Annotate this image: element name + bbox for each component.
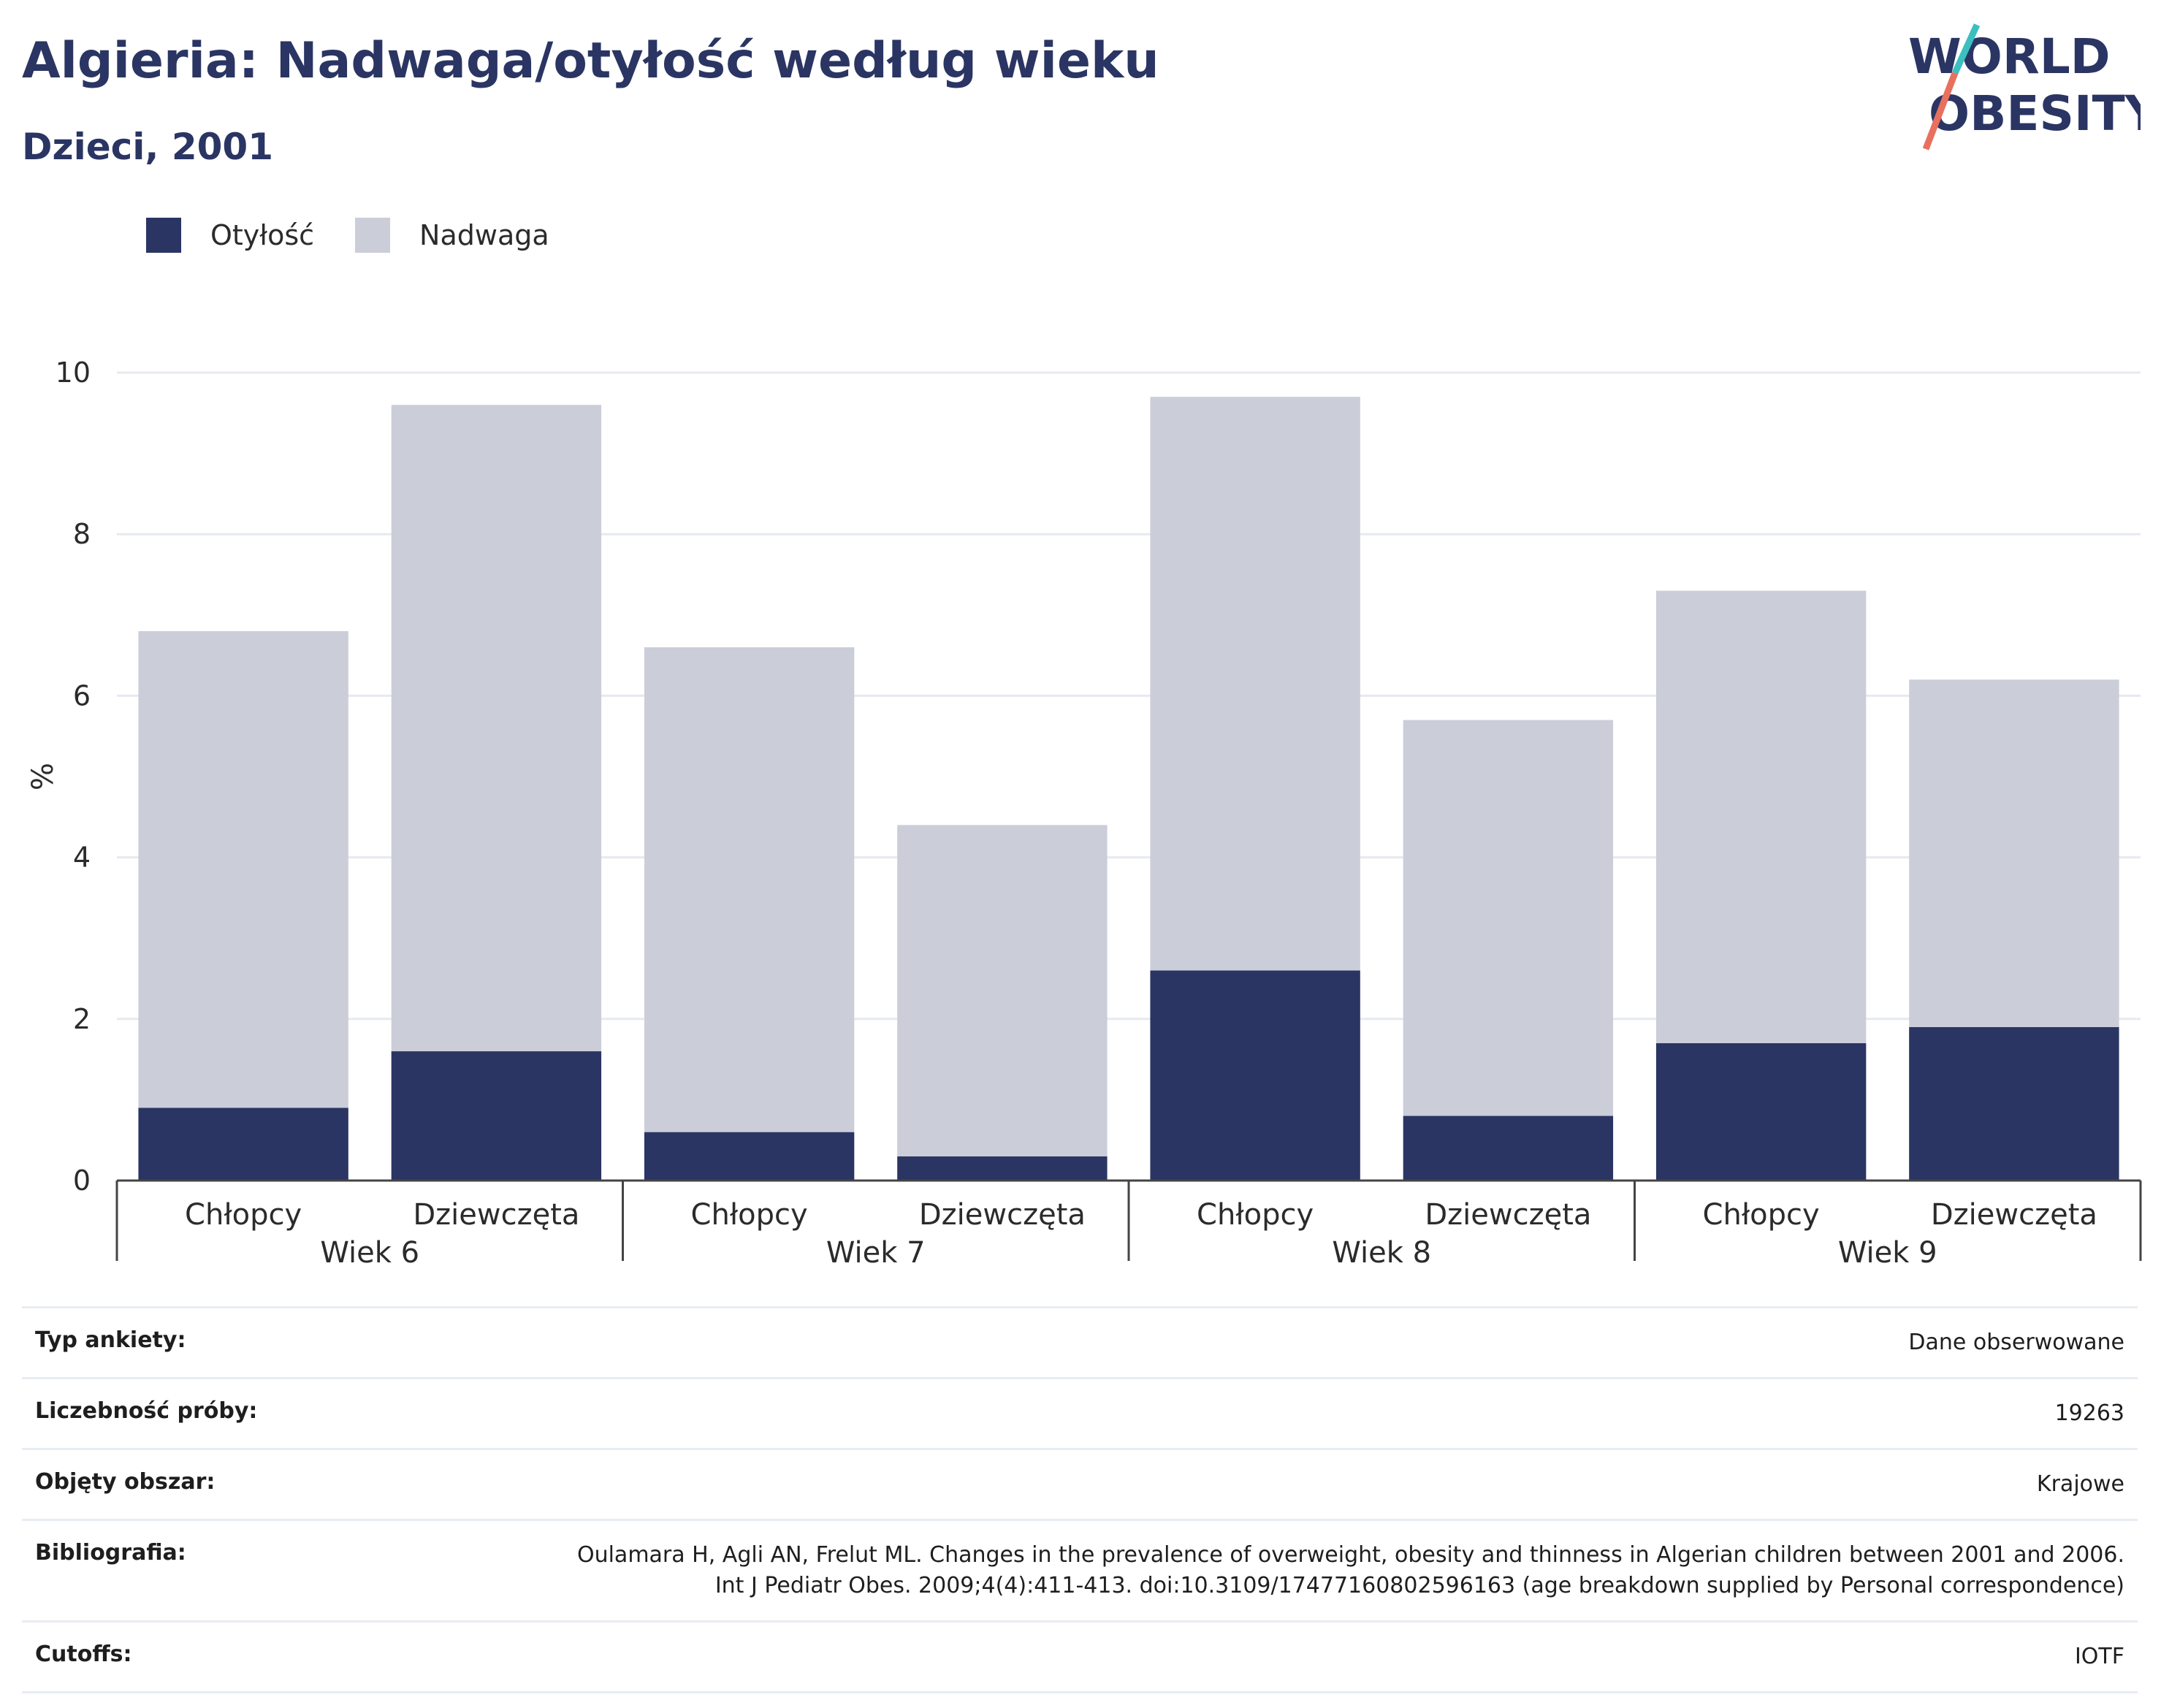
stacked-bar-chart: 0 2 4 6 8 10% Chłopcy Dziewczęta Chłopcy Dziewczę…	[26, 357, 2142, 1270]
meta-key: Cutoffs:	[35, 1642, 132, 1667]
meta-row-bibliography: Bibliografia: Oulamara H, Agli AN, Frelu…	[22, 1519, 2138, 1620]
bar-obesity	[897, 1156, 1108, 1181]
x-group-label: Wiek 7	[826, 1236, 926, 1270]
chart-subtitle: Dzieci, 2001	[22, 126, 273, 168]
bar-overweight	[391, 405, 602, 1052]
bar-overweight	[1403, 720, 1614, 1116]
meta-value: Dane obserwowane	[1908, 1330, 2124, 1355]
meta-row-survey-type: Typ ankiety: Dane obserwowane	[22, 1306, 2138, 1377]
bar-overweight	[1909, 679, 2119, 1027]
legend-item-obesity[interactable]: Otyłość	[146, 218, 314, 253]
logo-slash-teal	[1951, 23, 1981, 75]
world-obesity-logo: WORLD OBESITY	[1908, 23, 2141, 150]
bar-obesity	[138, 1107, 348, 1181]
x-category-label: Chłopcy	[185, 1198, 302, 1232]
x-category-label: Chłopcy	[691, 1198, 808, 1232]
x-group-label: Wiek 8	[1332, 1236, 1431, 1270]
x-category-label: Dziewczęta	[1931, 1198, 2097, 1232]
bar-obesity	[1909, 1026, 2119, 1181]
legend-swatch-overweight	[355, 218, 391, 253]
x-category-label: Chłopcy	[1703, 1198, 1820, 1232]
x-group-label: Wiek 6	[320, 1236, 419, 1270]
bar-obesity	[644, 1132, 855, 1181]
x-category-label: Dziewczęta	[1425, 1198, 1591, 1232]
meta-value: Oulamara H, Agli AN, Frelut ML. Changes …	[576, 1542, 2124, 1598]
chart-title: Algieria: Nadwaga/otyłość według wieku	[22, 32, 1159, 90]
bar-overweight	[644, 647, 855, 1132]
meta-key: Objęty obszar:	[35, 1469, 216, 1495]
meta-key: Typ ankiety:	[35, 1327, 186, 1353]
logo-slash-coral	[1922, 72, 1959, 150]
bar-overweight	[138, 630, 348, 1108]
bar-obesity	[1403, 1116, 1614, 1181]
chart-legend: Otyłość Nadwaga	[146, 216, 590, 254]
y-tick-label: 6	[73, 679, 91, 712]
meta-row-sample-size: Liczebność próby: 19263	[22, 1377, 2138, 1448]
bar-obesity	[1655, 1042, 1867, 1181]
x-group-label: Wiek 9	[1838, 1236, 1937, 1270]
bar-overweight	[1150, 397, 1360, 971]
bar-obesity	[391, 1051, 602, 1181]
meta-row-cutoffs: Cutoffs: IOTF	[22, 1620, 2138, 1693]
y-tick-label: 2	[73, 1003, 91, 1035]
y-axis-label: %	[26, 763, 60, 790]
logo-line2: OBESITY	[1929, 85, 2141, 142]
bar-overweight	[1655, 590, 1867, 1043]
x-category-label: Dziewczęta	[919, 1198, 1086, 1232]
meta-key: Liczebność próby:	[35, 1398, 258, 1424]
meta-value: 19263	[2054, 1400, 2124, 1426]
bar-obesity	[1150, 970, 1360, 1181]
y-tick-label: 4	[73, 842, 91, 874]
x-category-label: Dziewczęta	[413, 1198, 579, 1232]
logo-line1: WORLD	[1908, 28, 2111, 85]
legend-swatch-obesity	[146, 218, 181, 253]
legend-label-overweight: Nadwaga	[419, 219, 549, 251]
meta-value: IOTF	[2074, 1644, 2124, 1669]
legend-item-overweight[interactable]: Nadwaga	[355, 218, 549, 253]
y-tick-label: 8	[73, 518, 91, 550]
y-tick-label: 10	[56, 357, 91, 389]
survey-metadata-table: Typ ankiety: Dane obserwowane Liczebność…	[22, 1306, 2138, 1693]
bar-overweight	[897, 825, 1108, 1156]
legend-label-obesity: Otyłość	[210, 219, 315, 251]
y-tick-label: 0	[73, 1164, 91, 1197]
x-category-label: Chłopcy	[1197, 1198, 1314, 1232]
meta-key: Bibliografia:	[35, 1540, 186, 1566]
meta-value: Krajowe	[2036, 1471, 2124, 1497]
meta-row-area-covered: Objęty obszar: Krajowe	[22, 1448, 2138, 1519]
